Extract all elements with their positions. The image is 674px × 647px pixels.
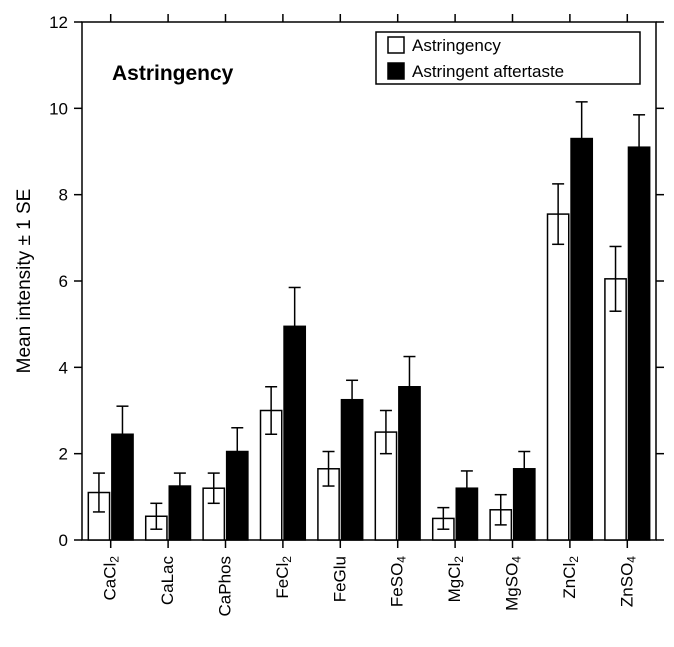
bar-series2 — [341, 400, 362, 540]
bar-series2 — [628, 147, 649, 540]
x-category-label: ZnSO4 — [617, 556, 638, 607]
x-category-label: FeSO4 — [388, 556, 409, 607]
svg-text:2: 2 — [59, 445, 68, 464]
svg-text:0: 0 — [59, 531, 68, 550]
legend-label: Astringent aftertaste — [412, 62, 564, 81]
x-category-label: ZnCl2 — [560, 556, 581, 599]
x-category-label: CaLac — [158, 556, 177, 606]
legend-swatch — [388, 37, 404, 53]
x-category-label: MgSO4 — [503, 556, 524, 611]
legend-swatch — [388, 63, 404, 79]
bar-series2 — [571, 139, 592, 540]
svg-text:Mean intensity ± 1 SE: Mean intensity ± 1 SE — [14, 189, 35, 374]
bar-series1 — [548, 214, 569, 540]
legend-label: Astringency — [412, 36, 501, 55]
svg-text:Astringency: Astringency — [112, 62, 234, 85]
bar-series1 — [605, 279, 626, 540]
x-category-label: MgCl2 — [445, 556, 466, 603]
chart-svg: 0 2 4 6 8 10 12 Mean intensity ± 1 SE Astringenc… — [0, 0, 674, 647]
svg-text:8: 8 — [59, 186, 68, 205]
svg-text:12: 12 — [49, 13, 68, 32]
x-category-label: FeCl2 — [273, 556, 294, 599]
x-category-label: CaCl2 — [101, 556, 122, 601]
x-category-label: FeGlu — [330, 556, 349, 602]
x-category-label: CaPhos — [216, 556, 235, 616]
svg-text:6: 6 — [59, 272, 68, 291]
astringency-chart: { "chart": { "type": "grouped-bar-with-e… — [0, 0, 674, 647]
svg-text:10: 10 — [49, 99, 68, 118]
svg-text:4: 4 — [59, 358, 68, 377]
